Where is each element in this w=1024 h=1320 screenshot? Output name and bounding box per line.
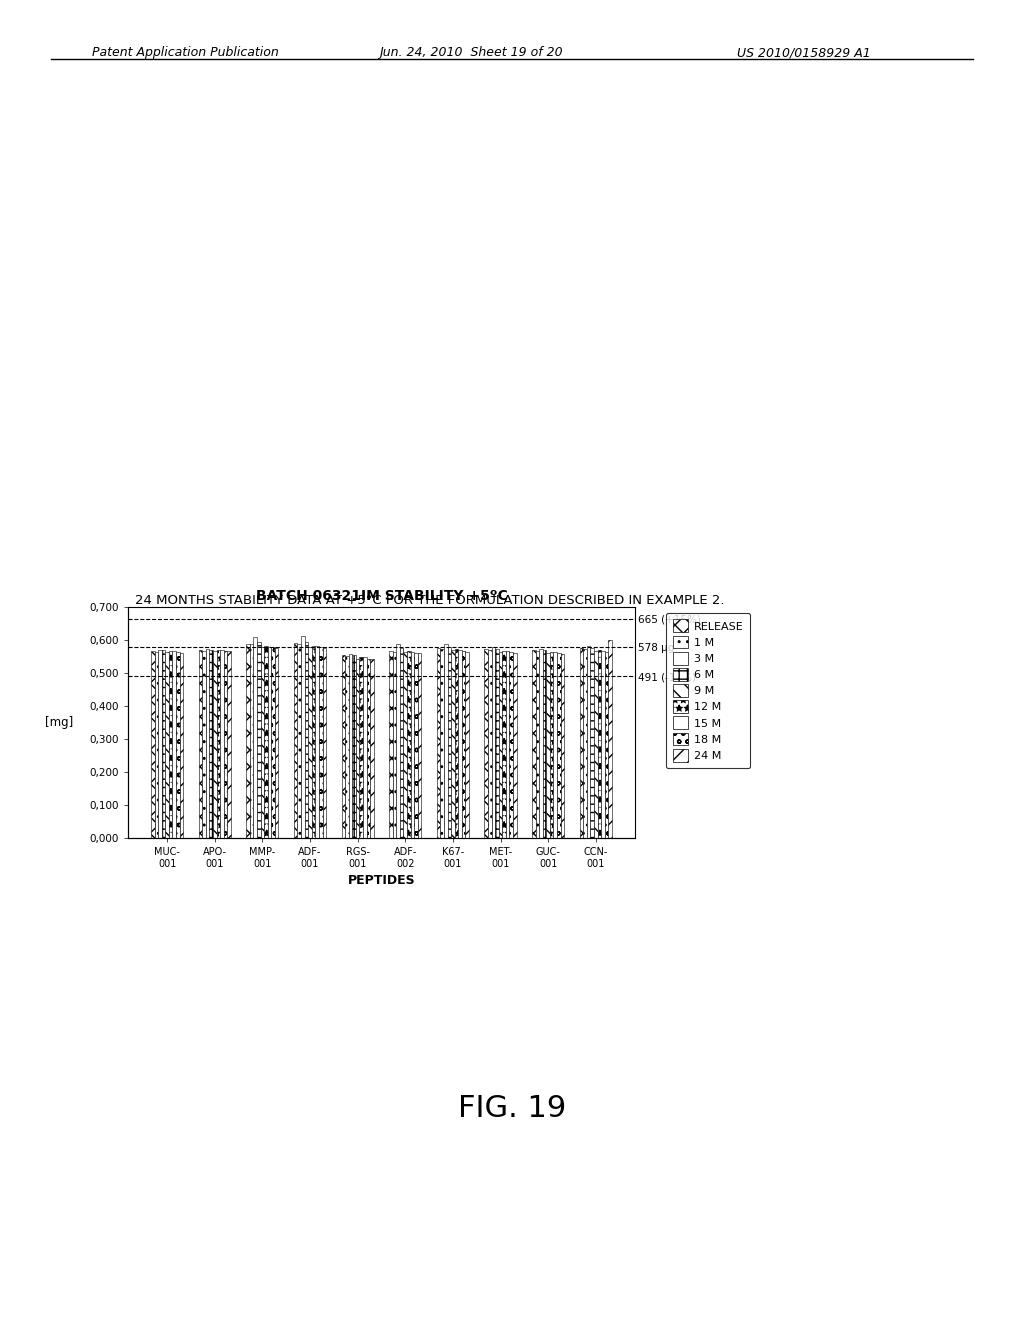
Bar <box>250 644 253 838</box>
Text: US 2010/0158929 A1: US 2010/0158929 A1 <box>737 46 871 59</box>
Bar <box>223 651 227 838</box>
Bar <box>311 645 315 838</box>
Bar <box>601 651 605 838</box>
Bar <box>536 651 540 838</box>
Bar <box>547 652 550 838</box>
Bar <box>172 651 176 838</box>
Bar <box>584 649 587 838</box>
Bar <box>513 653 516 838</box>
Bar <box>152 651 155 838</box>
Bar <box>257 642 260 838</box>
Bar <box>509 652 513 838</box>
Bar <box>561 653 564 838</box>
Bar <box>274 648 279 838</box>
Bar <box>165 652 169 838</box>
Bar <box>305 642 308 838</box>
Bar <box>403 652 408 838</box>
Bar <box>580 648 584 838</box>
Y-axis label: [mg]: [mg] <box>45 717 73 729</box>
Bar <box>199 649 202 838</box>
Bar <box>179 652 183 838</box>
Bar <box>407 651 411 838</box>
Bar <box>362 656 367 838</box>
Bar <box>264 645 267 838</box>
Bar <box>608 640 611 838</box>
Bar <box>396 644 400 838</box>
Legend: RELEASE, 1 M, 3 M, 6 M, 9 M, 12 M, 15 M, 18 M, 24 M: RELEASE, 1 M, 3 M, 6 M, 9 M, 12 M, 15 M,… <box>666 612 751 768</box>
Text: Patent Application Publication: Patent Application Publication <box>92 46 279 59</box>
Bar <box>271 647 274 838</box>
Text: 24 MONTHS STABILITY DATA AT +5°C FOR THE FORMULATION DESCRIBED IN EXAMPLE 2.: 24 MONTHS STABILITY DATA AT +5°C FOR THE… <box>135 594 725 607</box>
Bar <box>459 649 462 838</box>
Bar <box>247 644 250 838</box>
Bar <box>506 651 510 838</box>
Bar <box>370 659 374 838</box>
Title: BATCH 06321IM STABILITY +5ºC: BATCH 06321IM STABILITY +5ºC <box>256 589 507 603</box>
Bar <box>213 651 216 838</box>
Bar <box>227 651 230 838</box>
Bar <box>176 652 179 838</box>
Bar <box>206 649 209 838</box>
Bar <box>496 648 499 838</box>
Bar <box>342 655 345 838</box>
Bar <box>323 648 326 838</box>
Bar <box>594 651 598 838</box>
Bar <box>216 651 220 838</box>
Bar <box>308 647 311 838</box>
Bar <box>400 648 403 838</box>
Bar <box>484 649 488 838</box>
Bar <box>260 647 264 838</box>
Bar <box>411 652 414 838</box>
Bar <box>298 644 301 838</box>
Bar <box>367 659 370 838</box>
Text: FIG. 19: FIG. 19 <box>458 1094 566 1123</box>
Bar <box>444 644 447 838</box>
Bar <box>499 652 503 838</box>
Text: Jun. 24, 2010  Sheet 19 of 20: Jun. 24, 2010 Sheet 19 of 20 <box>379 46 562 59</box>
Bar <box>318 647 323 838</box>
Bar <box>202 651 206 838</box>
Bar <box>294 643 298 838</box>
Bar <box>540 649 543 838</box>
Bar <box>355 659 359 838</box>
Bar <box>437 648 440 838</box>
Bar <box>158 649 162 838</box>
Bar <box>550 652 554 838</box>
Bar <box>345 656 349 838</box>
Bar <box>554 652 557 838</box>
Bar <box>349 653 352 838</box>
Bar <box>393 652 396 838</box>
Bar <box>532 649 536 838</box>
Bar <box>315 647 318 838</box>
Bar <box>598 649 601 838</box>
Bar <box>462 651 465 838</box>
Bar <box>447 647 452 838</box>
Bar <box>389 651 393 838</box>
Bar <box>557 653 560 838</box>
Bar <box>488 651 492 838</box>
Bar <box>352 655 356 838</box>
Bar <box>591 648 594 838</box>
Bar <box>209 649 213 838</box>
Bar <box>418 653 421 838</box>
Bar <box>452 649 455 838</box>
Bar <box>465 652 469 838</box>
Bar <box>543 649 547 838</box>
Bar <box>492 647 496 838</box>
X-axis label: PEPTIDES: PEPTIDES <box>347 874 416 887</box>
Bar <box>301 636 305 838</box>
Bar <box>267 647 271 838</box>
Bar <box>220 649 223 838</box>
Bar <box>455 649 458 838</box>
Bar <box>169 651 172 838</box>
Bar <box>503 651 506 838</box>
Bar <box>162 649 165 838</box>
Bar <box>155 652 158 838</box>
Bar <box>440 649 444 838</box>
Bar <box>253 636 257 838</box>
Bar <box>414 652 418 838</box>
Bar <box>359 657 362 838</box>
Bar <box>605 652 608 838</box>
Bar <box>587 645 591 838</box>
